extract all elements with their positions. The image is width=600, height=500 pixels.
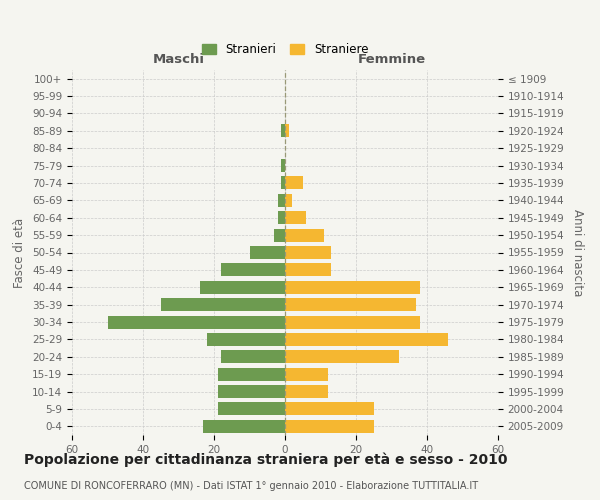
Bar bbox=[285, 246, 331, 259]
Bar bbox=[274, 228, 285, 241]
Bar bbox=[285, 211, 307, 224]
Bar bbox=[221, 350, 285, 364]
Text: Maschi: Maschi bbox=[152, 54, 205, 66]
Bar bbox=[285, 176, 303, 190]
Bar bbox=[285, 350, 398, 364]
Bar bbox=[285, 402, 374, 415]
Text: Femmine: Femmine bbox=[358, 54, 425, 66]
Bar bbox=[285, 420, 374, 433]
Bar bbox=[278, 211, 285, 224]
Bar bbox=[218, 402, 285, 415]
Bar bbox=[281, 124, 285, 138]
Bar bbox=[285, 124, 289, 138]
Bar bbox=[278, 194, 285, 207]
Bar bbox=[285, 194, 292, 207]
Bar bbox=[207, 333, 285, 346]
Bar bbox=[285, 264, 331, 276]
Bar bbox=[285, 385, 328, 398]
Y-axis label: Anni di nascita: Anni di nascita bbox=[571, 209, 584, 296]
Bar bbox=[285, 368, 328, 380]
Bar bbox=[281, 159, 285, 172]
Bar bbox=[218, 385, 285, 398]
Bar bbox=[285, 298, 416, 311]
Bar bbox=[285, 280, 420, 294]
Bar bbox=[161, 298, 285, 311]
Bar bbox=[200, 280, 285, 294]
Bar bbox=[285, 228, 324, 241]
Bar bbox=[221, 264, 285, 276]
Bar bbox=[107, 316, 285, 328]
Legend: Stranieri, Straniere: Stranieri, Straniere bbox=[198, 40, 372, 60]
Bar bbox=[203, 420, 285, 433]
Bar bbox=[281, 176, 285, 190]
Bar bbox=[250, 246, 285, 259]
Bar bbox=[218, 368, 285, 380]
Text: Popolazione per cittadinanza straniera per età e sesso - 2010: Popolazione per cittadinanza straniera p… bbox=[24, 452, 508, 467]
Text: COMUNE DI RONCOFERRARO (MN) - Dati ISTAT 1° gennaio 2010 - Elaborazione TUTTITAL: COMUNE DI RONCOFERRARO (MN) - Dati ISTAT… bbox=[24, 481, 478, 491]
Y-axis label: Fasce di età: Fasce di età bbox=[13, 218, 26, 288]
Bar bbox=[285, 316, 420, 328]
Bar bbox=[285, 333, 448, 346]
